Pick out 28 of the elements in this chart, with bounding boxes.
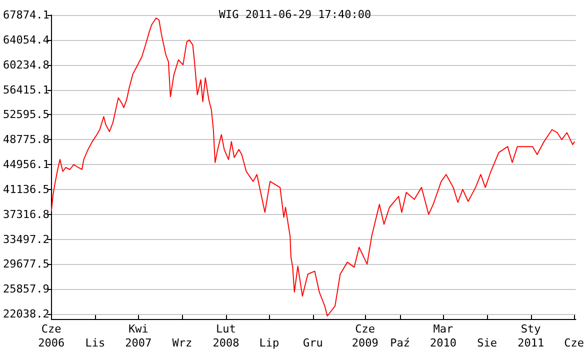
x-tick-label: Cze 2009 (352, 322, 378, 350)
x-tick-label: Lut 2008 (212, 322, 240, 350)
x-tick-label: Wrz (172, 336, 192, 350)
y-tick-label: 56415.1 (3, 83, 50, 96)
x-tick-label: Gru (303, 336, 323, 350)
x-tick-label: Mar 2010 (430, 322, 456, 350)
y-tick-label: 29677.5 (3, 258, 50, 271)
y-tick-label: 33497.2 (3, 232, 50, 246)
line-series (50, 17, 576, 317)
y-tick-label: 60234.8 (3, 58, 50, 72)
x-tick-label: Cze (564, 336, 584, 350)
y-tick-label: 52595.5 (3, 108, 50, 122)
y-tick-label: 44956.1 (3, 158, 50, 172)
x-tick-label: Sty 2011 (518, 322, 544, 350)
y-tick-label: 25857.9 (3, 282, 50, 296)
x-tick-label: Paź (390, 336, 410, 350)
y-tick-label: 48775.8 (3, 133, 50, 146)
y-tick-label: 37316.8 (3, 208, 50, 221)
x-tick-label: Lis (85, 336, 106, 350)
x-tick-label: Sie (477, 336, 497, 350)
y-tick-label: 67874.1 (3, 8, 50, 22)
chart-title: WIG 2011-06-29 17:40:00 (218, 8, 372, 21)
x-tick-label: Cze 2006 (38, 322, 65, 350)
x-tick-label: Kwi 2007 (125, 322, 152, 350)
y-tick-label: 22038.2 (3, 308, 50, 321)
x-tick-label: Lip (259, 336, 280, 350)
y-tick-label: 41136.5 (3, 182, 50, 196)
y-tick-label: 64054.4 (3, 33, 50, 46)
